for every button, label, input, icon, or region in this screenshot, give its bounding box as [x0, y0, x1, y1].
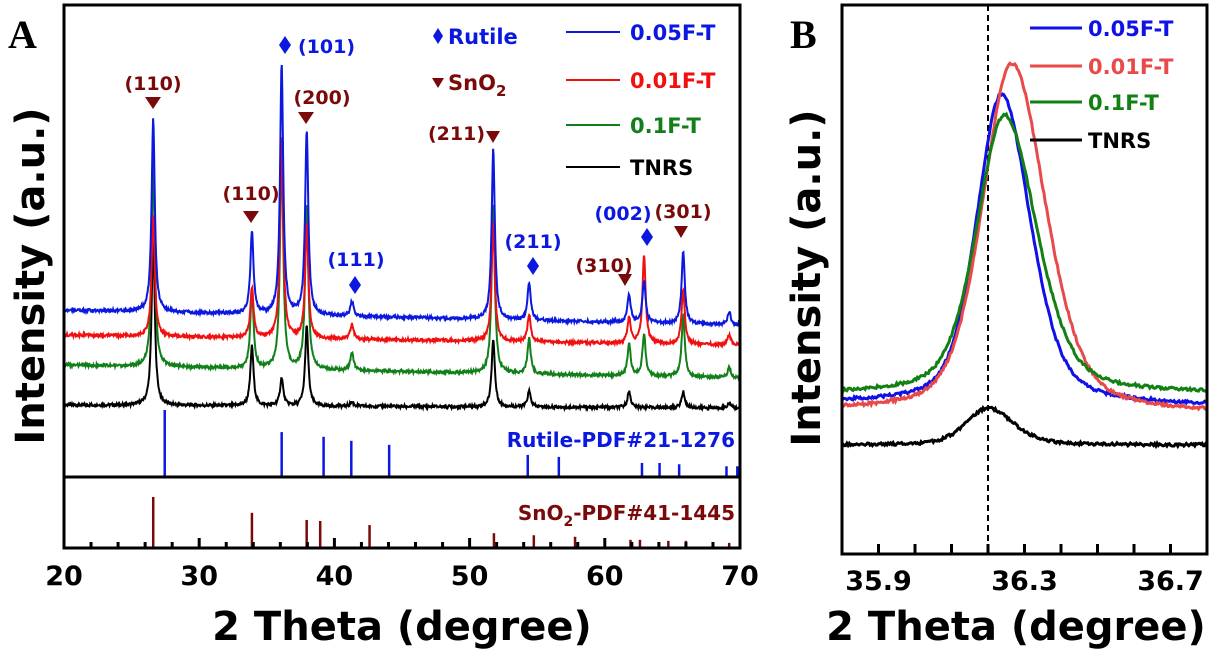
annotation-sno2-211: (211)	[428, 123, 500, 145]
svg-text:(310): (310)	[575, 255, 632, 277]
sno2-triangle-icon	[243, 211, 259, 223]
panel-label-b: B	[790, 12, 817, 57]
annotation-rutile-002: (002)	[594, 203, 653, 246]
svg-text:(211): (211)	[504, 231, 561, 253]
x-tick-label: 70	[721, 561, 759, 592]
rutile-diamond-icon	[641, 228, 653, 246]
rutile-pdf-label: Rutile-PDF#21-1276	[507, 428, 735, 452]
x-tick-label: 36.7	[1137, 566, 1204, 597]
svg-text:(301): (301)	[654, 201, 711, 223]
series-line-TNRS	[840, 404, 1208, 450]
panel-a-curves	[63, 64, 741, 413]
legend-label: TNRS	[630, 156, 693, 180]
rutile-diamond-icon	[433, 28, 443, 44]
panel-a-reference-sticks	[151, 410, 739, 548]
annotation-sno2-110-b: (110)	[222, 183, 280, 223]
panel-b-legend: 0.05F-T 0.01F-T 0.1F-T TNRS	[1030, 17, 1174, 153]
x-tick-label: 40	[316, 561, 354, 592]
marker-legend-sno2: SnO2	[432, 71, 506, 100]
panel-a-y-label: Intensity (a.u.)	[8, 107, 54, 444]
sno2-triangle-icon	[486, 131, 500, 143]
panel-a-frame	[62, 3, 742, 550]
svg-text:(111): (111)	[327, 249, 384, 271]
svg-text:(002): (002)	[594, 203, 651, 225]
legend-label: 0.01F-T	[630, 69, 716, 93]
sno2-pdf-label: SnO2-PDF#41-1445	[518, 501, 735, 530]
x-tick-label: 50	[451, 561, 489, 592]
panel-a-x-axis: 20 30 40 50 60 70	[45, 538, 759, 592]
svg-text:(211): (211)	[428, 123, 485, 145]
panel-b-curves	[840, 61, 1209, 450]
legend-label: 0.05F-T	[1088, 17, 1174, 41]
legend-label: 0.01F-T	[1088, 55, 1174, 79]
legend-label: TNRS	[1088, 129, 1151, 153]
sno2-triangle-icon	[674, 226, 688, 238]
annotation-sno2-110-a: (110)	[124, 73, 182, 109]
x-tick-label: 20	[45, 561, 83, 592]
annotation-rutile-101: (101)	[279, 36, 355, 58]
legend-label: 0.05F-T	[630, 21, 716, 45]
sno2-triangle-icon	[618, 274, 632, 286]
series-line-0.1F-T	[840, 111, 1209, 394]
annotation-sno2-310: (310)	[575, 255, 633, 286]
svg-text:SnO2: SnO2	[448, 71, 506, 100]
svg-text:(101): (101)	[298, 36, 355, 58]
rutile-diamond-icon	[279, 36, 291, 54]
annotation-sno2-301: (301)	[654, 201, 712, 238]
svg-text:(200): (200)	[293, 87, 350, 109]
series-line-0.05F-T	[63, 64, 741, 328]
sno2-triangle-icon	[298, 112, 314, 124]
legend-label: 0.1F-T	[1088, 91, 1160, 115]
svg-text:Rutile: Rutile	[448, 25, 518, 49]
legend-label: 0.1F-T	[630, 114, 702, 138]
x-tick-label: 35.9	[845, 566, 912, 597]
annotation-sno2-200: (200)	[293, 87, 351, 124]
svg-text:(110): (110)	[222, 183, 279, 205]
panel-label-a: A	[8, 12, 37, 57]
panel-a-x-label: 2 Theta (degree)	[212, 604, 592, 650]
marker-legend-rutile: Rutile	[433, 25, 518, 49]
x-tick-label: 36.3	[991, 566, 1058, 597]
panel-b-x-label: 2 Theta (degree)	[826, 604, 1206, 650]
sno2-triangle-icon	[432, 78, 444, 88]
series-line-0.01F-T	[841, 61, 1208, 412]
series-line-0.1F-T	[63, 150, 741, 383]
series-line-0.05F-T	[840, 92, 1209, 406]
annotation-rutile-211: (211)	[504, 231, 562, 275]
x-tick-label: 30	[180, 561, 218, 592]
panel-b-y-label: Intensity (a.u.)	[784, 109, 830, 446]
x-tick-label: 60	[586, 561, 624, 592]
series-line-0.01F-T	[63, 137, 741, 349]
panel-b: B 35.9 36.3 36.7 2 Theta (degree) Intensit…	[784, 3, 1209, 650]
sno2-triangle-icon	[145, 97, 161, 109]
rutile-diamond-icon	[527, 257, 539, 275]
panel-a: A 20 30 40 50 60 70 2 Theta (degree) Intensit…	[8, 3, 759, 650]
series-line-TNRS	[63, 234, 741, 413]
rutile-diamond-icon	[349, 276, 361, 294]
svg-text:(110): (110)	[124, 73, 181, 95]
panel-a-legend: 0.05F-T 0.01F-T 0.1F-T TNRS	[566, 21, 716, 180]
panel-b-x-axis: 35.9 36.3 36.7	[840, 544, 1209, 597]
annotation-rutile-111: (111)	[327, 249, 385, 294]
